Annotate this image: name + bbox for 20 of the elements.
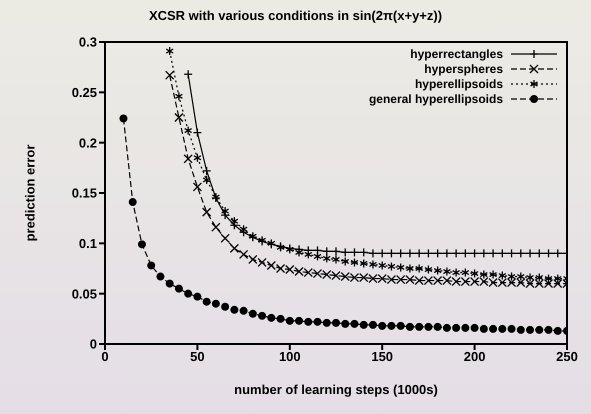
x-tick-label: 150	[371, 349, 394, 364]
x-tick-label: 50	[190, 349, 205, 364]
y-tick-label: 0	[90, 336, 97, 352]
x-tick-label: 250	[556, 349, 578, 364]
x-tick-label: 100	[278, 349, 301, 364]
x-tick-label: 200	[464, 349, 486, 364]
y-tick-label: 0.3	[78, 34, 97, 50]
legend-label: hyperspheres	[424, 62, 503, 76]
y-tick-label: 0.2	[78, 135, 97, 150]
legend-label: hyperrectangles	[410, 46, 503, 60]
x-axis-title: number of learning steps (1000s)	[234, 382, 438, 397]
x-tick-label: 0	[101, 349, 109, 364]
y-tick-label: 0.15	[72, 186, 97, 201]
y-tick-label: 0.1	[78, 236, 97, 251]
y-axis-title: prediction error	[22, 144, 38, 242]
y-tick-label: 0.25	[72, 84, 97, 100]
legend-label: general hyperellipsoids	[368, 92, 503, 106]
chart-title: XCSR with various conditions in sin(2π(x+y+z))	[148, 8, 444, 23]
y-tick-label: 0.05	[72, 286, 97, 302]
legend-label: hyperellipsoids	[414, 76, 503, 90]
